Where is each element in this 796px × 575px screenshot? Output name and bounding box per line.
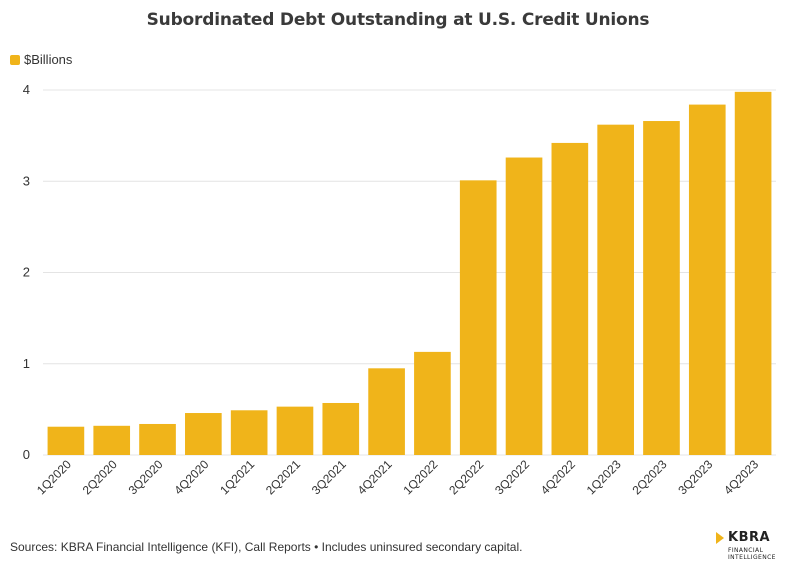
bar	[505, 157, 543, 455]
bar	[322, 402, 360, 455]
y-tick-label: 3	[23, 173, 30, 188]
x-tick-label: 3Q2020	[126, 457, 166, 497]
y-tick-label: 0	[23, 447, 30, 462]
x-tick-label: 3Q2021	[309, 457, 349, 497]
x-tick-label: 2Q2020	[80, 457, 120, 497]
kbra-logo-mark-icon	[716, 532, 724, 544]
chart-title: Subordinated Debt Outstanding at U.S. Cr…	[146, 10, 650, 30]
bar	[643, 121, 680, 456]
logo-wordmark: KBRA	[728, 530, 771, 545]
bar	[414, 351, 451, 455]
y-tick-label: 1	[23, 356, 30, 371]
legend: $Billions	[10, 52, 72, 67]
x-tick-label: 4Q2020	[171, 457, 211, 497]
x-tick-label: 1Q2020	[34, 457, 74, 497]
bar	[230, 410, 268, 455]
legend-swatch	[10, 54, 20, 65]
x-tick-label: 2Q2022	[446, 457, 486, 497]
legend-label: $Billions	[24, 52, 73, 67]
logo-subtitle-line2: INTELLIGENCE	[728, 554, 776, 561]
x-tick-label: 4Q2023	[721, 457, 761, 497]
bar	[688, 104, 726, 455]
source-footnote: Sources: KBRA Financial Intelligence (KF…	[10, 540, 523, 554]
bar	[597, 124, 634, 456]
x-tick-label: 2Q2021	[263, 457, 303, 497]
logo-subtitle-line1: FINANCIAL	[728, 547, 764, 554]
bar	[139, 423, 176, 455]
bar	[551, 142, 589, 456]
bar	[734, 91, 772, 455]
x-tick-label: 4Q2021	[355, 457, 395, 497]
bar	[47, 426, 85, 455]
kbra-logo: KBRA FINANCIAL INTELLIGENCE	[716, 530, 792, 564]
bar	[368, 368, 405, 455]
x-tick-label: 3Q2022	[492, 457, 532, 497]
y-tick-label: 4	[23, 82, 30, 97]
bar	[185, 413, 222, 455]
bar	[276, 406, 314, 455]
x-tick-label: 2Q2023	[629, 457, 669, 497]
x-tick-label: 4Q2022	[538, 457, 578, 497]
x-tick-label: 1Q2023	[584, 457, 624, 497]
x-tick-label: 3Q2023	[675, 457, 715, 497]
bar	[93, 425, 131, 455]
x-tick-label: 1Q2021	[217, 457, 257, 497]
bar	[459, 180, 497, 455]
y-tick-label: 2	[23, 265, 30, 280]
x-tick-label: 1Q2022	[400, 457, 440, 497]
